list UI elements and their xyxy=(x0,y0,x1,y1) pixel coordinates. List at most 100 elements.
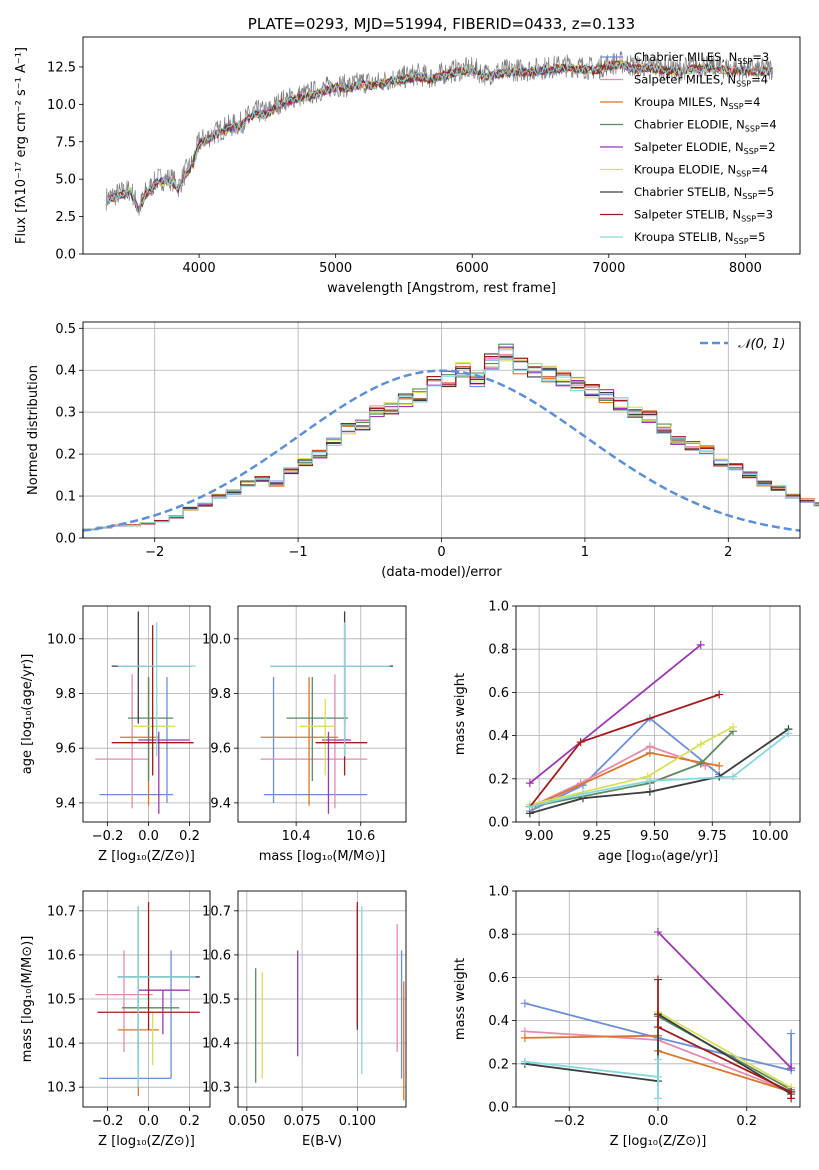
x-tick-label: 9.75 xyxy=(698,829,727,844)
y-tick-label: 10.7 xyxy=(47,904,76,919)
weight-point-marker xyxy=(787,1029,796,1038)
y-tick-label: 0.0 xyxy=(55,532,76,547)
legend-entry: Salpeter MILES, NSSP=4 xyxy=(634,73,768,89)
plot-area xyxy=(260,611,394,814)
y-tick-label: 0.0 xyxy=(488,816,509,831)
weight-point-marker xyxy=(696,640,705,649)
y-tick-label: 9.8 xyxy=(55,687,76,702)
residual-histogram-panel: −2 −1 0 1 2 0.0 0.1 0.2 0.3 0.4 0.5 (data-model)/er… xyxy=(26,321,819,580)
y-tick-label: 10.5 xyxy=(47,993,76,1008)
weight-point-marker xyxy=(520,1057,529,1066)
weight-point-marker xyxy=(520,1033,529,1042)
axes-frame xyxy=(82,36,801,255)
weight-point-marker xyxy=(654,1094,662,1103)
weight-point-marker xyxy=(645,787,654,796)
legend-text: Salpeter STELIB, N xyxy=(634,208,741,222)
x-tick-label: −0.2 xyxy=(553,1114,585,1129)
legend-text: Chabrier ELODIE, N xyxy=(634,118,745,132)
x-tick-label: −2 xyxy=(145,545,164,560)
legend-text: Kroupa MILES, N xyxy=(634,95,729,109)
legend-text: =4 xyxy=(751,73,768,87)
x-axis-label: age [log₁₀(age/yr)] xyxy=(598,849,719,864)
y-axis-label: mass weight xyxy=(453,673,468,755)
legend-text: Kroupa ELODIE, N xyxy=(634,163,736,177)
y-tick-label: 10.0 xyxy=(202,632,231,647)
legend-text: Chabrier MILES, N xyxy=(634,50,737,64)
x-tick-label: 0.2 xyxy=(736,1114,757,1129)
x-tick-label: 0.0 xyxy=(648,1114,669,1129)
x-tick-label: 10.6 xyxy=(346,829,375,844)
legend-text: Salpeter MILES, N xyxy=(634,73,736,87)
mass-weight-vs-metallicity-panel: −0.2 0.0 0.2 0.0 0.2 0.4 0.6 0.8 1.0 Z [log₁₀(Z/Z… xyxy=(453,885,801,1149)
y-tick-label: 1.0 xyxy=(488,600,509,615)
y-tick-label: 0.1 xyxy=(55,490,76,505)
legend-text: =4 xyxy=(760,118,777,132)
legend-subscript: SSP xyxy=(741,215,756,224)
x-tick-label: 10.00 xyxy=(751,829,788,844)
x-tick-label: 0.2 xyxy=(179,829,200,844)
y-axis-label: mass weight xyxy=(453,958,468,1040)
legend-entry: Kroupa STELIB, NSSP=5 xyxy=(634,230,765,246)
weight-series-line xyxy=(657,931,792,1069)
x-tick-label: 9.25 xyxy=(582,829,611,844)
y-tick-label: 0.3 xyxy=(55,406,76,421)
y-axis-label: Flux [fλ10⁻¹⁷ erg cm⁻² s⁻¹ A⁻¹] xyxy=(14,47,29,244)
weight-point-marker xyxy=(696,740,705,749)
weight-point-marker xyxy=(520,999,529,1008)
model-spectrum-line xyxy=(105,60,773,216)
weight-point-marker xyxy=(729,722,738,731)
y-tick-label: 9.6 xyxy=(210,742,231,757)
axes-frame xyxy=(237,890,407,1108)
weight-series-line xyxy=(529,745,706,808)
mass-weight-vs-age-panel: 9.00 9.25 9.50 9.75 10.00 0.0 0.2 0.4 0.6 0.8 1.0 a… xyxy=(453,600,801,864)
legend-text: =4 xyxy=(744,95,761,109)
y-tick-label: 5.0 xyxy=(55,173,76,188)
plot-area xyxy=(525,640,793,818)
legend-entry: Chabrier STELIB, NSSP=5 xyxy=(634,185,774,201)
mass-vs-extinction-panel: 0.050 0.075 0.100 10.3 10.4 10.5 10.6 10.7 E(B-V… xyxy=(202,890,407,1149)
y-tick-label: 0.4 xyxy=(488,729,509,744)
plot-area xyxy=(105,51,774,217)
weight-point-marker xyxy=(576,738,585,747)
x-tick-label: 8000 xyxy=(729,261,762,276)
y-tick-label: 10.0 xyxy=(47,98,76,113)
y-tick-label: 0.6 xyxy=(488,971,509,986)
legend-subscript: SSP xyxy=(742,192,757,201)
plot-area xyxy=(82,343,819,538)
x-tick-label: 0.050 xyxy=(228,1114,265,1129)
age-vs-metallicity-panel: −0.2 0.0 0.2 9.4 9.6 9.8 10.0 Z [log₁₀(Z/Z⊙)] ag… xyxy=(20,605,211,864)
x-tick-label: 1 xyxy=(581,545,589,560)
legend-text: Salpeter ELODIE, N xyxy=(634,140,744,154)
y-tick-label: 9.8 xyxy=(210,687,231,702)
weight-point-marker xyxy=(643,772,652,781)
legend-subscript: SSP xyxy=(737,57,752,66)
weight-point-marker xyxy=(787,1064,796,1073)
y-tick-label: 10.4 xyxy=(202,1037,231,1052)
y-tick-label: 10.5 xyxy=(202,993,231,1008)
y-tick-label: 2.5 xyxy=(55,210,76,225)
weight-point-marker xyxy=(784,729,793,738)
x-axis-label: mass [log₁₀(M/M⊙)] xyxy=(259,849,386,864)
legend-text: =2 xyxy=(759,140,776,154)
x-tick-label: −0.2 xyxy=(92,1114,124,1129)
x-axis-label: E(B-V) xyxy=(302,1134,342,1149)
y-tick-label: 10.3 xyxy=(202,1081,231,1096)
y-tick-label: 10.7 xyxy=(202,904,231,919)
y-tick-label: 10.6 xyxy=(202,948,231,963)
y-tick-label: 10.0 xyxy=(47,632,76,647)
weight-series-line xyxy=(524,1012,792,1095)
legend-subscript: SSP xyxy=(736,170,751,179)
y-tick-label: 10.6 xyxy=(47,948,76,963)
axes-frame xyxy=(82,605,211,823)
plot-area xyxy=(95,902,200,1096)
legend-entry: Kroupa MILES, NSSP=4 xyxy=(634,95,760,111)
legend-entry: Salpeter STELIB, NSSP=3 xyxy=(634,208,773,224)
x-axis-label: Z [log₁₀(Z/Z⊙)] xyxy=(610,1134,707,1149)
x-axis-label: wavelength [Angstrom, rest frame] xyxy=(327,281,556,296)
legend-entry: Chabrier MILES, NSSP=3 xyxy=(634,50,769,66)
y-tick-label: 1.0 xyxy=(488,885,509,900)
weight-series-line xyxy=(657,1011,792,1089)
legend-text: =3 xyxy=(756,208,773,222)
